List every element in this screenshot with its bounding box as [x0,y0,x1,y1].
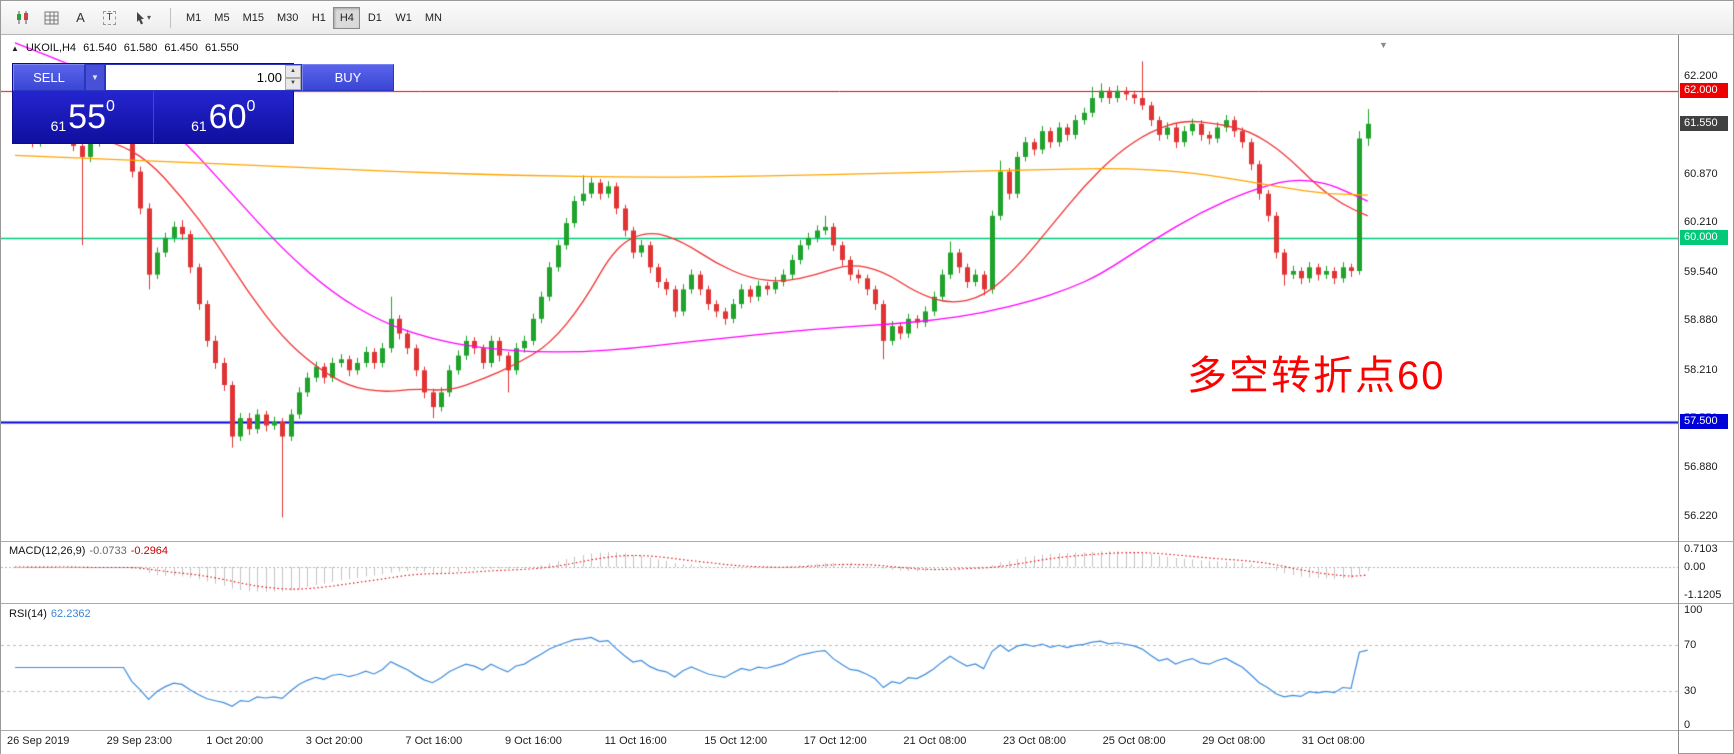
candlestick-chart-icon[interactable] [9,6,36,30]
price-axis-divider [1678,35,1679,754]
time-axis: 26 Sep 2019 29 Sep 23:00 1 Oct 20:00 3 Oct … [1,731,1678,754]
chart-grid-icon[interactable] [38,6,65,30]
time-label: 15 Oct 12:00 [704,735,768,747]
trade-panel-prices: 61 55 0 61 60 0 [13,91,293,143]
sell-price[interactable]: 61 55 0 [13,91,154,143]
text-label-icon[interactable]: A [67,6,94,30]
time-label: 26 Sep 2019 [7,735,70,747]
volume-field-wrap: ▲ ▼ [105,64,302,91]
buy-price-point: 0 [246,98,256,115]
price-badge-61.550: 61.550 [1680,115,1728,131]
rsi-value: 62.2362 [50,608,91,620]
time-label: 9 Oct 16:00 [505,735,562,747]
time-label: 11 Oct 16:00 [604,735,667,747]
tf-button-h4[interactable]: H4 [333,6,361,29]
cursor-arrow-icon [136,11,144,24]
price-tick: 58.880 [1684,314,1718,327]
price-tick: 56.220 [1684,510,1718,522]
ohlc-close: 61.550 [205,42,239,54]
sell-button[interactable]: SELL [13,64,85,91]
tf-button-h1[interactable]: H1 [305,7,332,29]
time-label: 23 Oct 08:00 [1003,735,1066,747]
pointer-tool-icon[interactable]: ▾ [125,6,161,30]
letter-a-glyph: A [76,10,85,25]
ohlc-high: 61.580 [123,42,158,54]
rsi-axis-label: 30 [1684,684,1697,697]
rsi-axis-label: 70 [1684,638,1697,651]
tf-button-mn[interactable]: MN [419,7,448,29]
price-tick: 56.880 [1684,461,1718,474]
chevron-down-icon: ▾ [146,13,151,22]
price-tick: 59.540 [1684,265,1718,278]
time-label: 7 Oct 16:00 [405,735,463,747]
price-chart-canvas[interactable] [1,35,1678,754]
price-badge-57.500: 57.500 [1680,413,1728,429]
volume-dropdown-button[interactable]: ▼ [85,64,105,91]
buy-button[interactable]: BUY [302,64,394,91]
rsi-axis-label: 0 [1684,719,1691,731]
macd-main-value: -0.0733 [89,545,127,557]
ohlc-low: 61.450 [164,42,199,54]
letter-t-glyph: T [103,10,116,25]
chevron-down-icon: ▼ [91,73,99,82]
one-click-trading-panel: SELL ▼ ▲ ▼ BUY 61 55 0 61 60 0 [12,63,394,144]
price-badge-62.000: 62.000 [1680,82,1728,98]
time-label: 29 Sep 23:00 [106,735,173,747]
panel-separator-rsi-timeaxis [1,730,1734,731]
rsi-axis-label: 100 [1684,604,1703,616]
toolbar-separator [170,7,171,28]
tf-button-m1[interactable]: M1 [180,7,207,29]
time-label: 29 Oct 08:00 [1202,735,1266,747]
time-label: 17 Oct 12:00 [803,735,867,747]
chart-text-annotation: 多空转折点60 [1187,354,1446,398]
price-badge-60.000: 60.000 [1680,229,1728,245]
macd-axis-label: -1.1205 [1684,589,1722,602]
tf-button-m15[interactable]: M15 [237,7,270,29]
sell-price-point: 0 [106,98,115,115]
timeframe-group: M1 M5 M15 M30 H1 H4 D1 W1 MN [180,6,448,29]
text-box-icon[interactable]: T [96,6,123,30]
trade-panel-toggle-icon[interactable]: ▲ [11,43,19,53]
sell-price-prefix: 61 [50,118,67,134]
trade-panel-controls: SELL ▼ ▲ ▼ BUY [13,64,394,91]
symbol-info: ▲ UKOIL,H4 61.540 61.580 61.450 61.550 [11,42,239,54]
volume-input[interactable] [106,65,285,90]
time-label: 1 Oct 20:00 [206,735,264,747]
tf-button-w1[interactable]: W1 [389,7,418,29]
panel-separator-main-macd[interactable] [1,541,1734,542]
macd-signal-value: -0.2964 [130,545,169,557]
time-label: 25 Oct 08:00 [1102,735,1166,747]
macd-axis-label: 0.7103 [1684,543,1718,556]
buy-price-prefix: 61 [191,118,207,134]
panel-separator-macd-rsi[interactable] [1,603,1734,604]
macd-indicator-label: MACD(12,26,9) -0.0733 -0.2964 [9,545,168,557]
ohlc-open: 61.540 [83,42,117,54]
rsi-indicator-label: RSI(14) 62.2362 [9,608,91,620]
time-label: 21 Oct 08:00 [903,735,967,747]
rsi-name: RSI(14) [9,608,47,620]
tf-button-d1[interactable]: D1 [361,7,388,29]
chart-shift-marker[interactable]: ▼ [1379,40,1388,50]
volume-decrease-button[interactable]: ▼ [285,77,301,90]
price-tick: 58.210 [1684,363,1718,376]
price-tick: 62.200 [1684,69,1718,82]
tf-button-m5[interactable]: M5 [208,7,235,29]
buy-price-pips: 60 [208,98,247,136]
sell-price-pips: 55 [68,98,106,136]
buy-price[interactable]: 61 60 0 [154,91,294,143]
price-axis: 62.200 61.550 60.870 60.210 59.540 58.880 58.2… [1679,1,1734,754]
price-tick: 60.210 [1684,216,1718,229]
volume-increase-button[interactable]: ▲ [285,65,301,78]
price-tick: 60.870 [1684,167,1718,180]
time-label: 31 Oct 08:00 [1301,735,1365,747]
toolbar: A T ▾ M1 M5 M15 M30 H1 H4 D1 W1 MN [1,1,1733,35]
tf-button-m30[interactable]: M30 [271,7,304,29]
volume-spinner: ▲ ▼ [285,65,301,90]
macd-name: MACD(12,26,9) [9,545,86,557]
macd-axis-label: 0.00 [1684,561,1706,573]
symbol-name: UKOIL,H4 [25,42,77,54]
time-label: 3 Oct 20:00 [305,735,363,747]
